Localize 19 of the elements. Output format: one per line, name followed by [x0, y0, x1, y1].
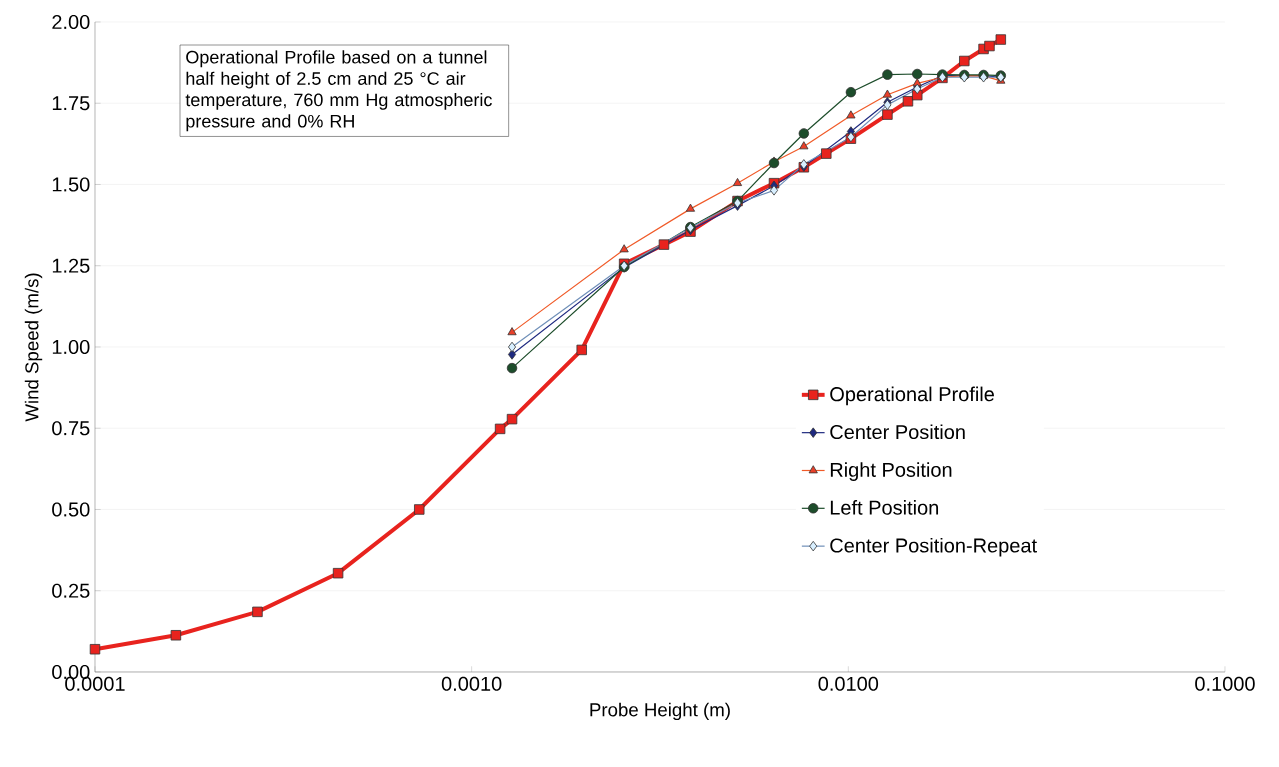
y-tick-label: 1.25 — [52, 258, 90, 273]
annotation: Operational Profile based on a tunnel half height of 2.5 cm and 25 °C air temperature, 760 mm Hg atmospheric pressure and 0% RH — [185, 50, 492, 132]
legend-label: Right Position — [830, 462, 952, 481]
legend-label: Center Position-Repeat — [830, 537, 1037, 557]
x-tick-label: 0.0100 — [818, 676, 879, 691]
x-tick-label: 0.1000 — [1195, 676, 1255, 691]
y-tick-label: 2.00 — [52, 14, 90, 30]
y-tick-label: 0.50 — [52, 502, 90, 517]
y-tick-label: 0.25 — [52, 583, 90, 598]
legend-label: Center Position — [830, 424, 965, 440]
y-tick-label: 0.75 — [52, 421, 90, 436]
y-axis-title: Wind Speed (m/s) — [24, 273, 43, 422]
x-tick-label: 0.0010 — [441, 676, 502, 691]
x-axis-title: Probe Height (m) — [590, 702, 730, 721]
legend-label: Left Position — [830, 500, 939, 515]
y-tick-label: 1.75 — [52, 96, 90, 111]
y-tick-label: 1.00 — [52, 339, 90, 355]
y-tick-label: 1.50 — [52, 177, 90, 192]
legend-label: Operational Profile — [830, 386, 994, 406]
